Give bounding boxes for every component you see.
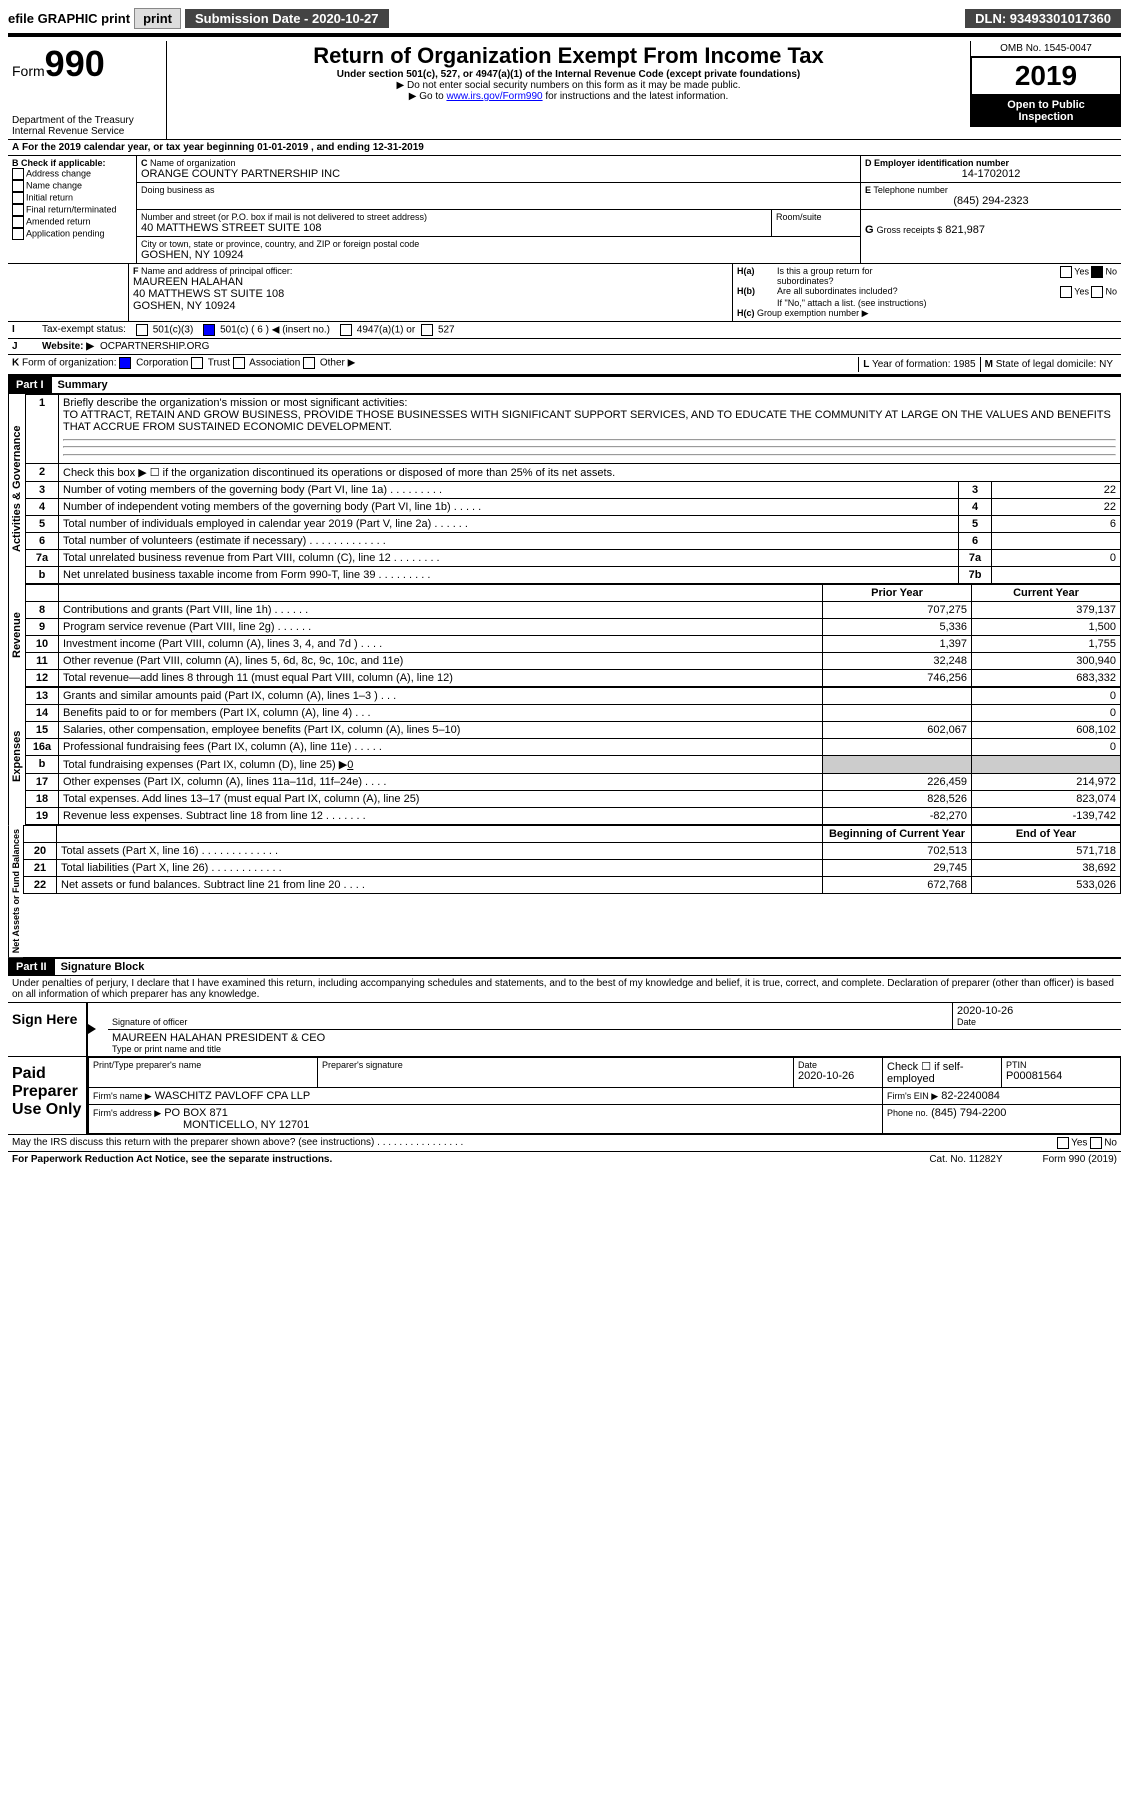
h-note: If "No," attach a list. (see instruction…	[737, 298, 1117, 308]
officer-addr2: GOSHEN, NY 10924	[133, 300, 728, 312]
penalty-text: Under penalties of perjury, I declare th…	[8, 976, 1121, 1003]
print-button[interactable]: print	[134, 8, 181, 29]
k-label: Form of organization:	[22, 358, 117, 369]
mission-text: TO ATTRACT, RETAIN AND GROW BUSINESS, PR…	[63, 409, 1111, 433]
form-footer: Form 990 (2019)	[1043, 1154, 1117, 1165]
checkbox-initial[interactable]	[12, 192, 24, 204]
part2-header: Part II Signature Block	[8, 957, 1121, 976]
k-other[interactable]	[303, 357, 315, 369]
website: OCPARTNERSHIP.ORG	[100, 341, 209, 352]
efile-label: efile GRAPHIC print	[8, 11, 130, 26]
k-corp[interactable]	[119, 357, 131, 369]
goto-pre: ▶ Go to	[409, 91, 447, 102]
checkbox-name[interactable]	[12, 180, 24, 192]
m-val: NY	[1099, 359, 1113, 370]
form-header: Form990 Department of the Treasury Inter…	[8, 41, 1121, 139]
form-number: 990	[45, 43, 105, 84]
ptin: P00081564	[1006, 1070, 1062, 1082]
sig-date: 2020-10-26	[957, 1005, 1117, 1017]
open-to-public: Open to PublicInspection	[971, 95, 1121, 127]
sign-here-label: Sign Here	[8, 1003, 88, 1056]
officer-name: MAUREEN HALAHAN	[133, 276, 728, 288]
hb-yes[interactable]	[1060, 286, 1072, 298]
subtitle-1: Under section 501(c), 527, or 4947(a)(1)…	[171, 69, 966, 80]
i-527[interactable]	[421, 324, 433, 336]
paid-preparer-label: Paid Preparer Use Only	[8, 1057, 88, 1134]
top-bar: efile GRAPHIC print print Submission Dat…	[8, 8, 1121, 29]
cat-no: Cat. No. 11282Y	[929, 1154, 1002, 1165]
dept-2: Internal Revenue Service	[12, 126, 162, 137]
side-revenue: Revenue	[8, 584, 25, 687]
form-title: Return of Organization Exempt From Incom…	[171, 43, 966, 69]
i-501c3[interactable]	[136, 324, 148, 336]
submission-date: Submission Date - 2020-10-27	[185, 9, 389, 28]
hb-no[interactable]	[1091, 286, 1103, 298]
d-label: Employer identification number	[874, 158, 1009, 168]
k-assoc[interactable]	[233, 357, 245, 369]
firm-phone: (845) 794-2200	[931, 1107, 1006, 1119]
org-name: ORANGE COUNTY PARTNERSHIP INC	[141, 168, 856, 180]
ha-yes[interactable]	[1060, 266, 1072, 278]
i-501c[interactable]	[203, 324, 215, 336]
arrow-icon	[88, 1003, 108, 1056]
dept-1: Department of the Treasury	[12, 115, 162, 126]
summary-table: 1Briefly describe the organization's mis…	[25, 394, 1121, 584]
instructions-link[interactable]: www.irs.gov/Form990	[446, 91, 542, 102]
dln: DLN: 93493301017360	[965, 9, 1121, 28]
officer-addr1: 40 MATTHEWS ST SUITE 108	[133, 288, 728, 300]
f-label: Name and address of principal officer:	[141, 266, 292, 276]
dba-label: Doing business as	[141, 185, 856, 195]
g-label: Gross receipts $	[877, 225, 943, 235]
gross-receipts: 821,987	[945, 224, 985, 236]
city-label: City or town, state or province, country…	[141, 239, 856, 249]
ein: 14-1702012	[865, 168, 1117, 180]
discuss-no[interactable]	[1090, 1137, 1102, 1149]
l-label: Year of formation:	[872, 359, 951, 370]
l-val: 1985	[953, 359, 975, 370]
ha-no[interactable]	[1091, 266, 1103, 278]
expenses-table: 13Grants and similar amounts paid (Part …	[25, 687, 1121, 825]
sig-name: MAUREEN HALAHAN PRESIDENT & CEO	[112, 1032, 1117, 1044]
goto-post: for instructions and the latest informat…	[543, 91, 729, 102]
preparer-table: Print/Type preparer's name Preparer's si…	[88, 1057, 1121, 1134]
form-label: Form	[12, 63, 45, 79]
side-netassets: Net Assets or Fund Balances	[8, 825, 23, 957]
hc-label: Group exemption number ▶	[757, 308, 868, 318]
addr-label: Number and street (or P.O. box if mail i…	[141, 212, 767, 222]
discuss-text: May the IRS discuss this return with the…	[12, 1137, 1057, 1149]
tax-year: 2019	[971, 57, 1121, 95]
fundraising-total: 0	[347, 759, 353, 771]
b-header: Check if applicable:	[21, 158, 106, 168]
firm-addr1: PO BOX 871	[164, 1107, 228, 1119]
e-label: Telephone number	[873, 185, 948, 195]
i-4947[interactable]	[340, 324, 352, 336]
firm-ein: 82-2240084	[941, 1090, 1000, 1102]
netassets-table: Beginning of Current YearEnd of Year 20T…	[23, 825, 1121, 894]
sig-officer-label: Signature of officer	[112, 1017, 948, 1027]
period-line: A For the 2019 calendar year, or tax yea…	[8, 139, 1121, 156]
subtitle-2: ▶ Do not enter social security numbers o…	[171, 80, 966, 91]
m-label: State of legal domicile:	[996, 359, 1097, 370]
c-label: Name of organization	[150, 158, 236, 168]
omb: OMB No. 1545-0047	[971, 41, 1121, 57]
side-expenses: Expenses	[8, 687, 25, 825]
phone: (845) 294-2323	[865, 195, 1117, 207]
firm-name: WASCHITZ PAVLOFF CPA LLP	[155, 1090, 310, 1102]
pra-notice: For Paperwork Reduction Act Notice, see …	[12, 1154, 929, 1165]
org-address: 40 MATTHEWS STREET SUITE 108	[141, 222, 767, 234]
revenue-table: Prior YearCurrent Year 8Contributions an…	[25, 584, 1121, 687]
room-label: Room/suite	[776, 212, 856, 222]
checkbox-final[interactable]	[12, 204, 24, 216]
org-city: GOSHEN, NY 10924	[141, 249, 856, 261]
part1-header: Part I Summary	[8, 375, 1121, 394]
j-label: Website: ▶	[42, 341, 94, 352]
k-trust[interactable]	[191, 357, 203, 369]
firm-addr2: MONTICELLO, NY 12701	[183, 1119, 309, 1131]
side-activities: Activities & Governance	[8, 394, 25, 584]
i-label: Tax-exempt status:	[42, 324, 126, 336]
checkbox-address[interactable]	[12, 168, 24, 180]
discuss-yes[interactable]	[1057, 1137, 1069, 1149]
checkbox-amended[interactable]	[12, 216, 24, 228]
checkbox-pending[interactable]	[12, 228, 24, 240]
